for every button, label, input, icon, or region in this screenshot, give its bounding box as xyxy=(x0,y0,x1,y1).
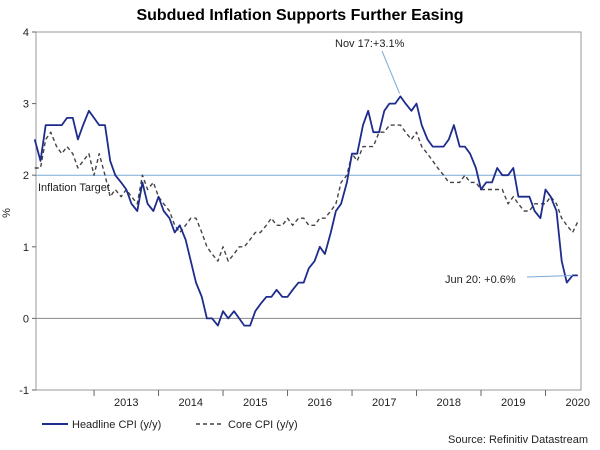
annotation-nov17-leader xyxy=(381,50,401,94)
y-tick-label: 0 xyxy=(23,313,29,325)
x-tick-label: 2019 xyxy=(501,397,525,409)
x-tick-label: 2020 xyxy=(566,397,590,409)
y-tick-label: 3 xyxy=(23,99,29,111)
y-tick-label: 4 xyxy=(23,27,29,39)
series-line-headline xyxy=(33,95,578,327)
y-tick-label: 2 xyxy=(23,170,29,182)
annotation-nov17: Nov 17:+3.1% xyxy=(335,38,405,50)
legend-label-core: Core CPI (y/y) xyxy=(228,419,298,431)
x-tick-label: 2014 xyxy=(179,397,203,409)
y-axis-label: % xyxy=(1,208,13,218)
legend: Headline CPI (y/y) Core CPI (y/y) xyxy=(42,419,298,431)
series-line-core xyxy=(34,124,579,262)
x-axis: 2013 2014 2015 2016 2017 2018 2019 2020 xyxy=(93,390,590,409)
annotation-jun20: Jun 20: +0.6% xyxy=(445,274,516,286)
inflation-target-label: Inflation Target xyxy=(38,182,110,194)
y-axis: -1 0 1 2 3 4 xyxy=(19,27,36,397)
y-tick-label: 1 xyxy=(23,242,29,254)
annotation-jun20-leader xyxy=(526,274,573,278)
x-tick-label: 2015 xyxy=(243,397,267,409)
x-tick-label: 2017 xyxy=(372,397,396,409)
source-note: Source: Refinitiv Datastream xyxy=(448,434,588,446)
plot-frame xyxy=(35,31,582,391)
x-tick-label: 2013 xyxy=(114,397,138,409)
x-tick-label: 2016 xyxy=(308,397,332,409)
y-tick-label: -1 xyxy=(19,385,29,397)
legend-label-headline: Headline CPI (y/y) xyxy=(72,419,161,431)
series-layer xyxy=(33,95,579,327)
chart-title: Subdued Inflation Supports Further Easin… xyxy=(136,7,463,24)
x-tick-label: 2018 xyxy=(437,397,461,409)
